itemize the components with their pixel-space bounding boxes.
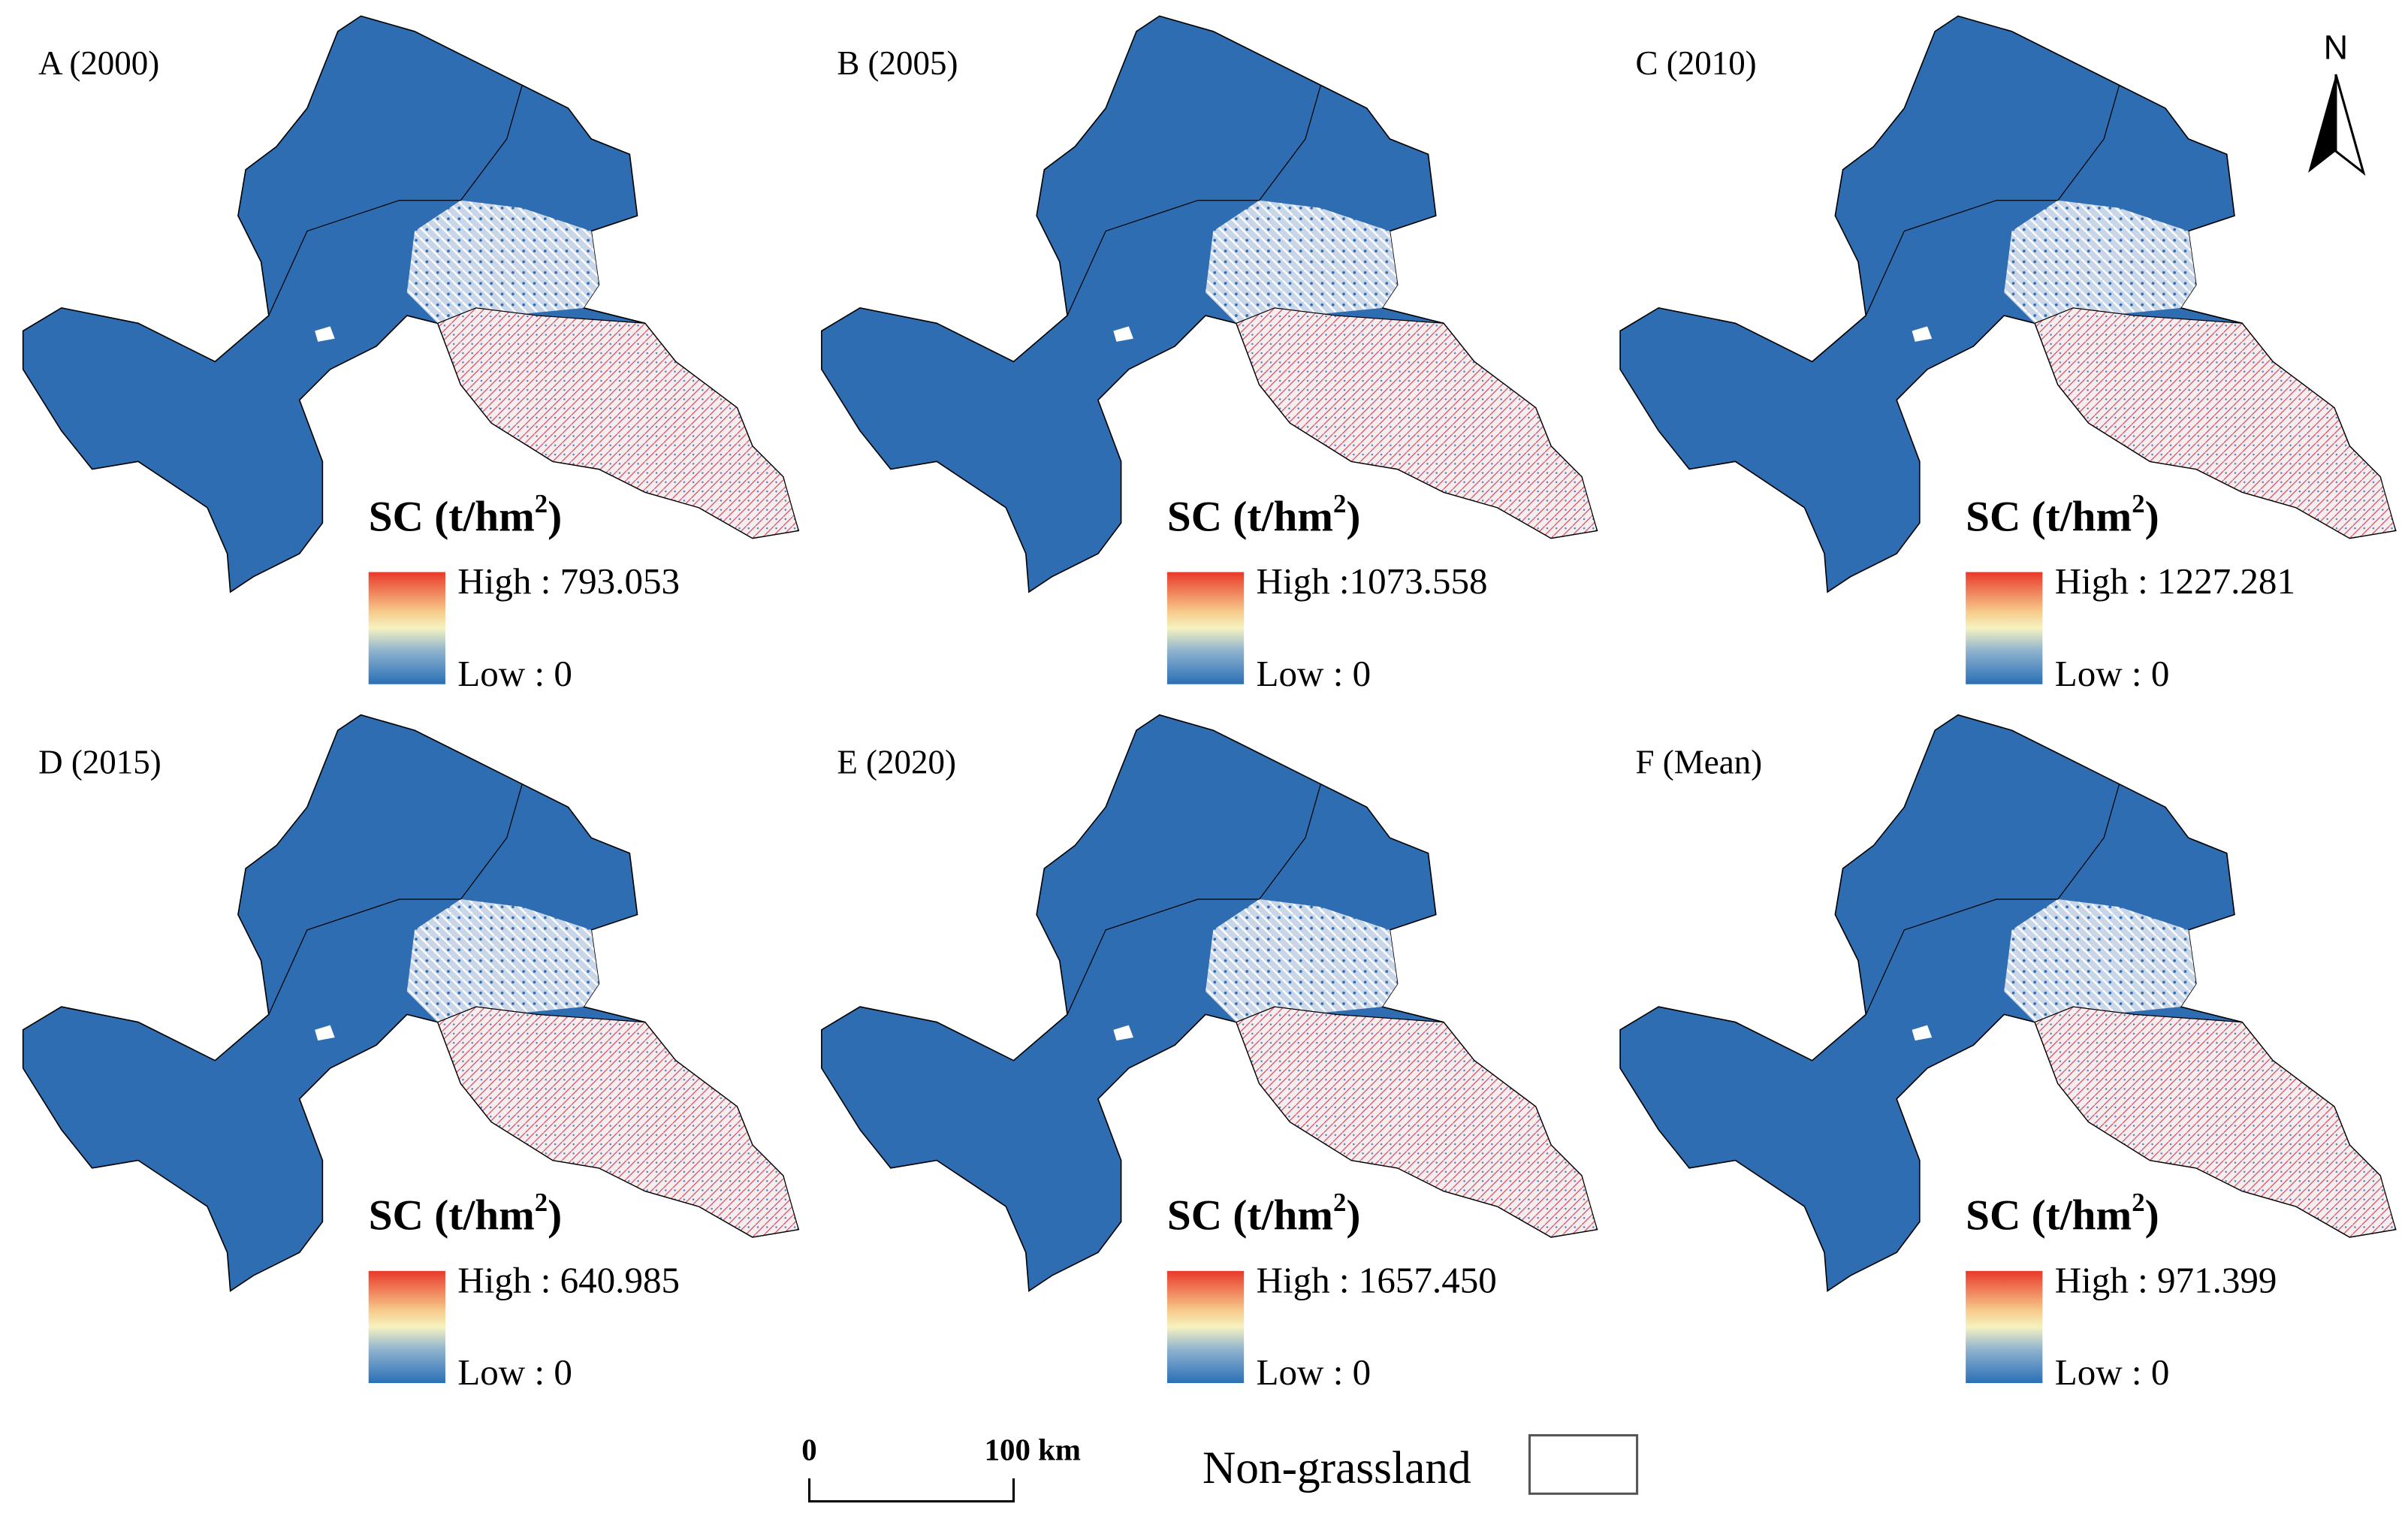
scale-bar: 0 100 km	[801, 1433, 1081, 1503]
scale-bar-line	[807, 1478, 1015, 1503]
legend-low: Low : 0	[1257, 1351, 1371, 1393]
legend-high: High : 1657.450	[1257, 1259, 1497, 1300]
legend-ramp	[1166, 1270, 1245, 1384]
legend-title-sup: 2	[535, 489, 548, 518]
legend-high: High : 640.985	[457, 1259, 680, 1300]
panel-label: D (2015)	[38, 743, 161, 781]
map-panel: F (Mean) SC (t/hm2) High : 971.399 Low : 0	[1619, 714, 2397, 1393]
map-panel: D (2015) SC (t/hm2) High : 640.985 Low : 0	[22, 714, 800, 1393]
legend-title-main: SC (t/hm	[1966, 1192, 2132, 1240]
north-arrow-left	[2308, 74, 2336, 173]
legend-title-sup: 2	[535, 1188, 548, 1217]
scale-end: 100 km	[985, 1433, 1081, 1466]
legend-title-sup: 2	[2132, 1188, 2144, 1217]
legend-high: High : 793.053	[457, 560, 680, 602]
panel-label: E (2020)	[837, 743, 956, 781]
legend-title-main: SC (t/hm	[369, 1192, 535, 1240]
legend-high: High : 971.399	[2055, 1259, 2277, 1300]
non-grassland-legend: Non-grassland	[1202, 1434, 1639, 1495]
legend-low: Low : 0	[1257, 653, 1371, 694]
legend-ramp	[1166, 572, 1245, 684]
panel-label: F (Mean)	[1636, 743, 1763, 781]
legend-title-end: )	[548, 493, 562, 540]
legend-low: Low : 0	[2055, 653, 2170, 694]
legend-title: SC (t/hm2)	[369, 1188, 563, 1240]
legend-title: SC (t/hm2)	[1167, 489, 1361, 541]
legend-title-end: )	[548, 1192, 562, 1240]
legend-title-sup: 2	[1333, 1188, 1346, 1217]
map-panel: A (2000) SC (t/hm2) High : 793.053 Low : 0	[22, 15, 800, 694]
legend-ramp	[1966, 1270, 2043, 1384]
legend-title-main: SC (t/hm	[369, 493, 535, 540]
legend-low: Low : 0	[457, 1351, 572, 1393]
legend-title-sup: 2	[2132, 489, 2144, 518]
legend-ramp	[368, 1270, 445, 1384]
legend-high: High :1073.558	[1257, 560, 1488, 602]
legend-ramp	[1966, 572, 2043, 684]
north-label: N	[2324, 29, 2348, 67]
legend-title-sup: 2	[1333, 489, 1346, 518]
non-grassland-swatch	[1528, 1434, 1639, 1495]
map-panel: E (2020) SC (t/hm2) High : 1657.450 Low : 0	[820, 714, 1598, 1393]
legend-title: SC (t/hm2)	[369, 489, 563, 541]
map-panel: B (2005) SC (t/hm2) High :1073.558 Low : 0	[820, 15, 1598, 694]
legend-title-main: SC (t/hm	[1167, 493, 1333, 540]
legend-title-end: )	[2145, 1192, 2159, 1240]
legend-title: SC (t/hm2)	[1966, 489, 2159, 541]
north-arrow-right	[2334, 74, 2366, 176]
legend-title: SC (t/hm2)	[1167, 1188, 1361, 1240]
legend-high: High : 1227.281	[2055, 560, 2295, 602]
legend-title-end: )	[2145, 493, 2159, 540]
map-panel: C (2010) SC (t/hm2) High : 1227.281 Low : 0	[1619, 15, 2397, 694]
north-arrow: N	[2308, 29, 2366, 176]
panel-label: A (2000)	[38, 44, 159, 82]
legend-low: Low : 0	[2055, 1351, 2170, 1393]
legend-title-end: )	[1346, 493, 1360, 540]
panel-label: C (2010)	[1636, 44, 1757, 82]
panel-label: B (2005)	[837, 44, 958, 82]
legend-ramp	[368, 572, 445, 684]
legend-title: SC (t/hm2)	[1966, 1188, 2159, 1240]
legend-title-end: )	[1346, 1192, 1360, 1240]
legend-title-main: SC (t/hm	[1167, 1192, 1333, 1240]
legend-title-main: SC (t/hm	[1966, 493, 2132, 540]
legend-low: Low : 0	[457, 653, 572, 694]
scale-start: 0	[801, 1433, 816, 1466]
non-grassland-label: Non-grassland	[1202, 1442, 1471, 1493]
